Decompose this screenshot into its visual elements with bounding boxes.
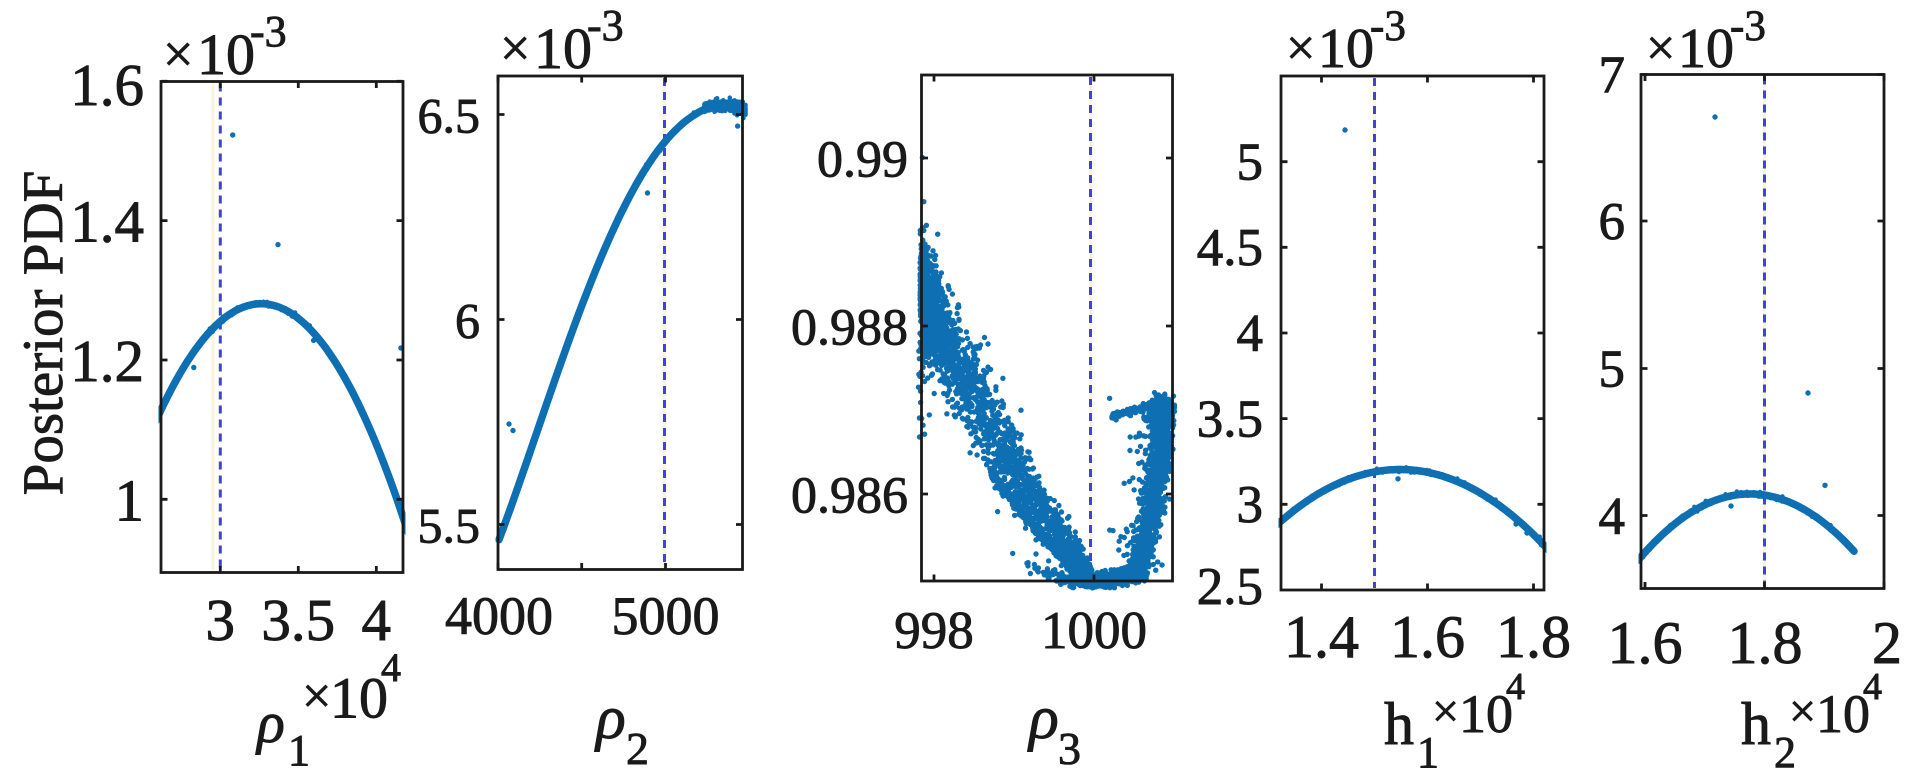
svg-text:1000: 1000 bbox=[1041, 602, 1147, 660]
svg-text:1.6: 1.6 bbox=[1390, 604, 1465, 670]
svg-text:ρ: ρ bbox=[255, 690, 285, 755]
svg-text:4: 4 bbox=[1599, 488, 1626, 546]
svg-text:ρ: ρ bbox=[594, 684, 626, 752]
svg-text:998: 998 bbox=[894, 602, 974, 660]
svg-text:3.5: 3.5 bbox=[261, 587, 335, 653]
svg-text:1: 1 bbox=[288, 726, 310, 775]
svg-text:×: × bbox=[1432, 685, 1459, 738]
svg-text:h: h bbox=[1384, 691, 1414, 757]
svg-text:10: 10 bbox=[330, 666, 388, 731]
svg-text:3.5: 3.5 bbox=[1197, 390, 1263, 448]
svg-text:h: h bbox=[1741, 691, 1771, 757]
svg-text:2: 2 bbox=[626, 723, 649, 774]
svg-text:6: 6 bbox=[455, 293, 480, 349]
svg-text:5: 5 bbox=[1599, 341, 1626, 399]
svg-text:3: 3 bbox=[1237, 476, 1264, 534]
svg-text:10: 10 bbox=[1678, 18, 1734, 80]
svg-text:5: 5 bbox=[1237, 133, 1264, 191]
svg-text:0.99: 0.99 bbox=[817, 132, 908, 189]
svg-text:10: 10 bbox=[1816, 684, 1870, 744]
svg-text:1.4: 1.4 bbox=[70, 189, 144, 255]
svg-text:1.6: 1.6 bbox=[1608, 610, 1683, 676]
svg-text:2: 2 bbox=[1774, 728, 1796, 777]
svg-text:-3: -3 bbox=[1730, 3, 1766, 50]
svg-text:4: 4 bbox=[1237, 305, 1264, 363]
svg-text:10: 10 bbox=[534, 16, 592, 81]
svg-text:10: 10 bbox=[1318, 18, 1374, 80]
svg-text:×: × bbox=[302, 668, 331, 725]
svg-text:7: 7 bbox=[1599, 47, 1626, 105]
svg-text:1: 1 bbox=[1417, 728, 1439, 777]
svg-text:1: 1 bbox=[115, 467, 145, 533]
svg-text:3: 3 bbox=[1058, 723, 1081, 774]
svg-text:4.5: 4.5 bbox=[1197, 219, 1263, 277]
svg-text:4: 4 bbox=[1863, 666, 1882, 708]
svg-text:2: 2 bbox=[1872, 610, 1902, 676]
svg-text:4: 4 bbox=[381, 645, 401, 690]
svg-text:4000: 4000 bbox=[445, 586, 553, 646]
svg-text:10: 10 bbox=[1459, 684, 1513, 744]
svg-text:×: × bbox=[1286, 20, 1315, 77]
svg-text:×: × bbox=[1646, 20, 1675, 77]
svg-text:×: × bbox=[500, 18, 530, 78]
svg-text:-3: -3 bbox=[1370, 3, 1406, 50]
svg-text:1.8: 1.8 bbox=[1728, 610, 1803, 676]
svg-text:5.5: 5.5 bbox=[418, 498, 481, 554]
svg-text:6: 6 bbox=[1599, 193, 1626, 251]
svg-text:5000: 5000 bbox=[612, 586, 720, 646]
svg-text:4: 4 bbox=[362, 587, 392, 653]
svg-text:1.8: 1.8 bbox=[1496, 604, 1571, 670]
svg-text:2.5: 2.5 bbox=[1197, 558, 1263, 616]
svg-text:1.4: 1.4 bbox=[1284, 604, 1359, 670]
svg-text:1.6: 1.6 bbox=[70, 52, 144, 118]
svg-text:6.5: 6.5 bbox=[418, 88, 481, 144]
svg-text:0.988: 0.988 bbox=[791, 300, 908, 357]
svg-text:1.2: 1.2 bbox=[70, 328, 144, 394]
svg-text:ρ: ρ bbox=[1027, 684, 1059, 752]
svg-text:3: 3 bbox=[206, 587, 236, 653]
svg-text:10: 10 bbox=[197, 22, 255, 87]
svg-text:0.986: 0.986 bbox=[791, 468, 908, 525]
svg-text:×: × bbox=[163, 24, 193, 84]
svg-text:×: × bbox=[1789, 685, 1816, 738]
svg-text:-3: -3 bbox=[587, 1, 624, 50]
svg-text:-3: -3 bbox=[250, 7, 287, 56]
svg-text:4: 4 bbox=[1506, 666, 1525, 708]
svg-text:Posterior PDF: Posterior PDF bbox=[12, 171, 75, 496]
